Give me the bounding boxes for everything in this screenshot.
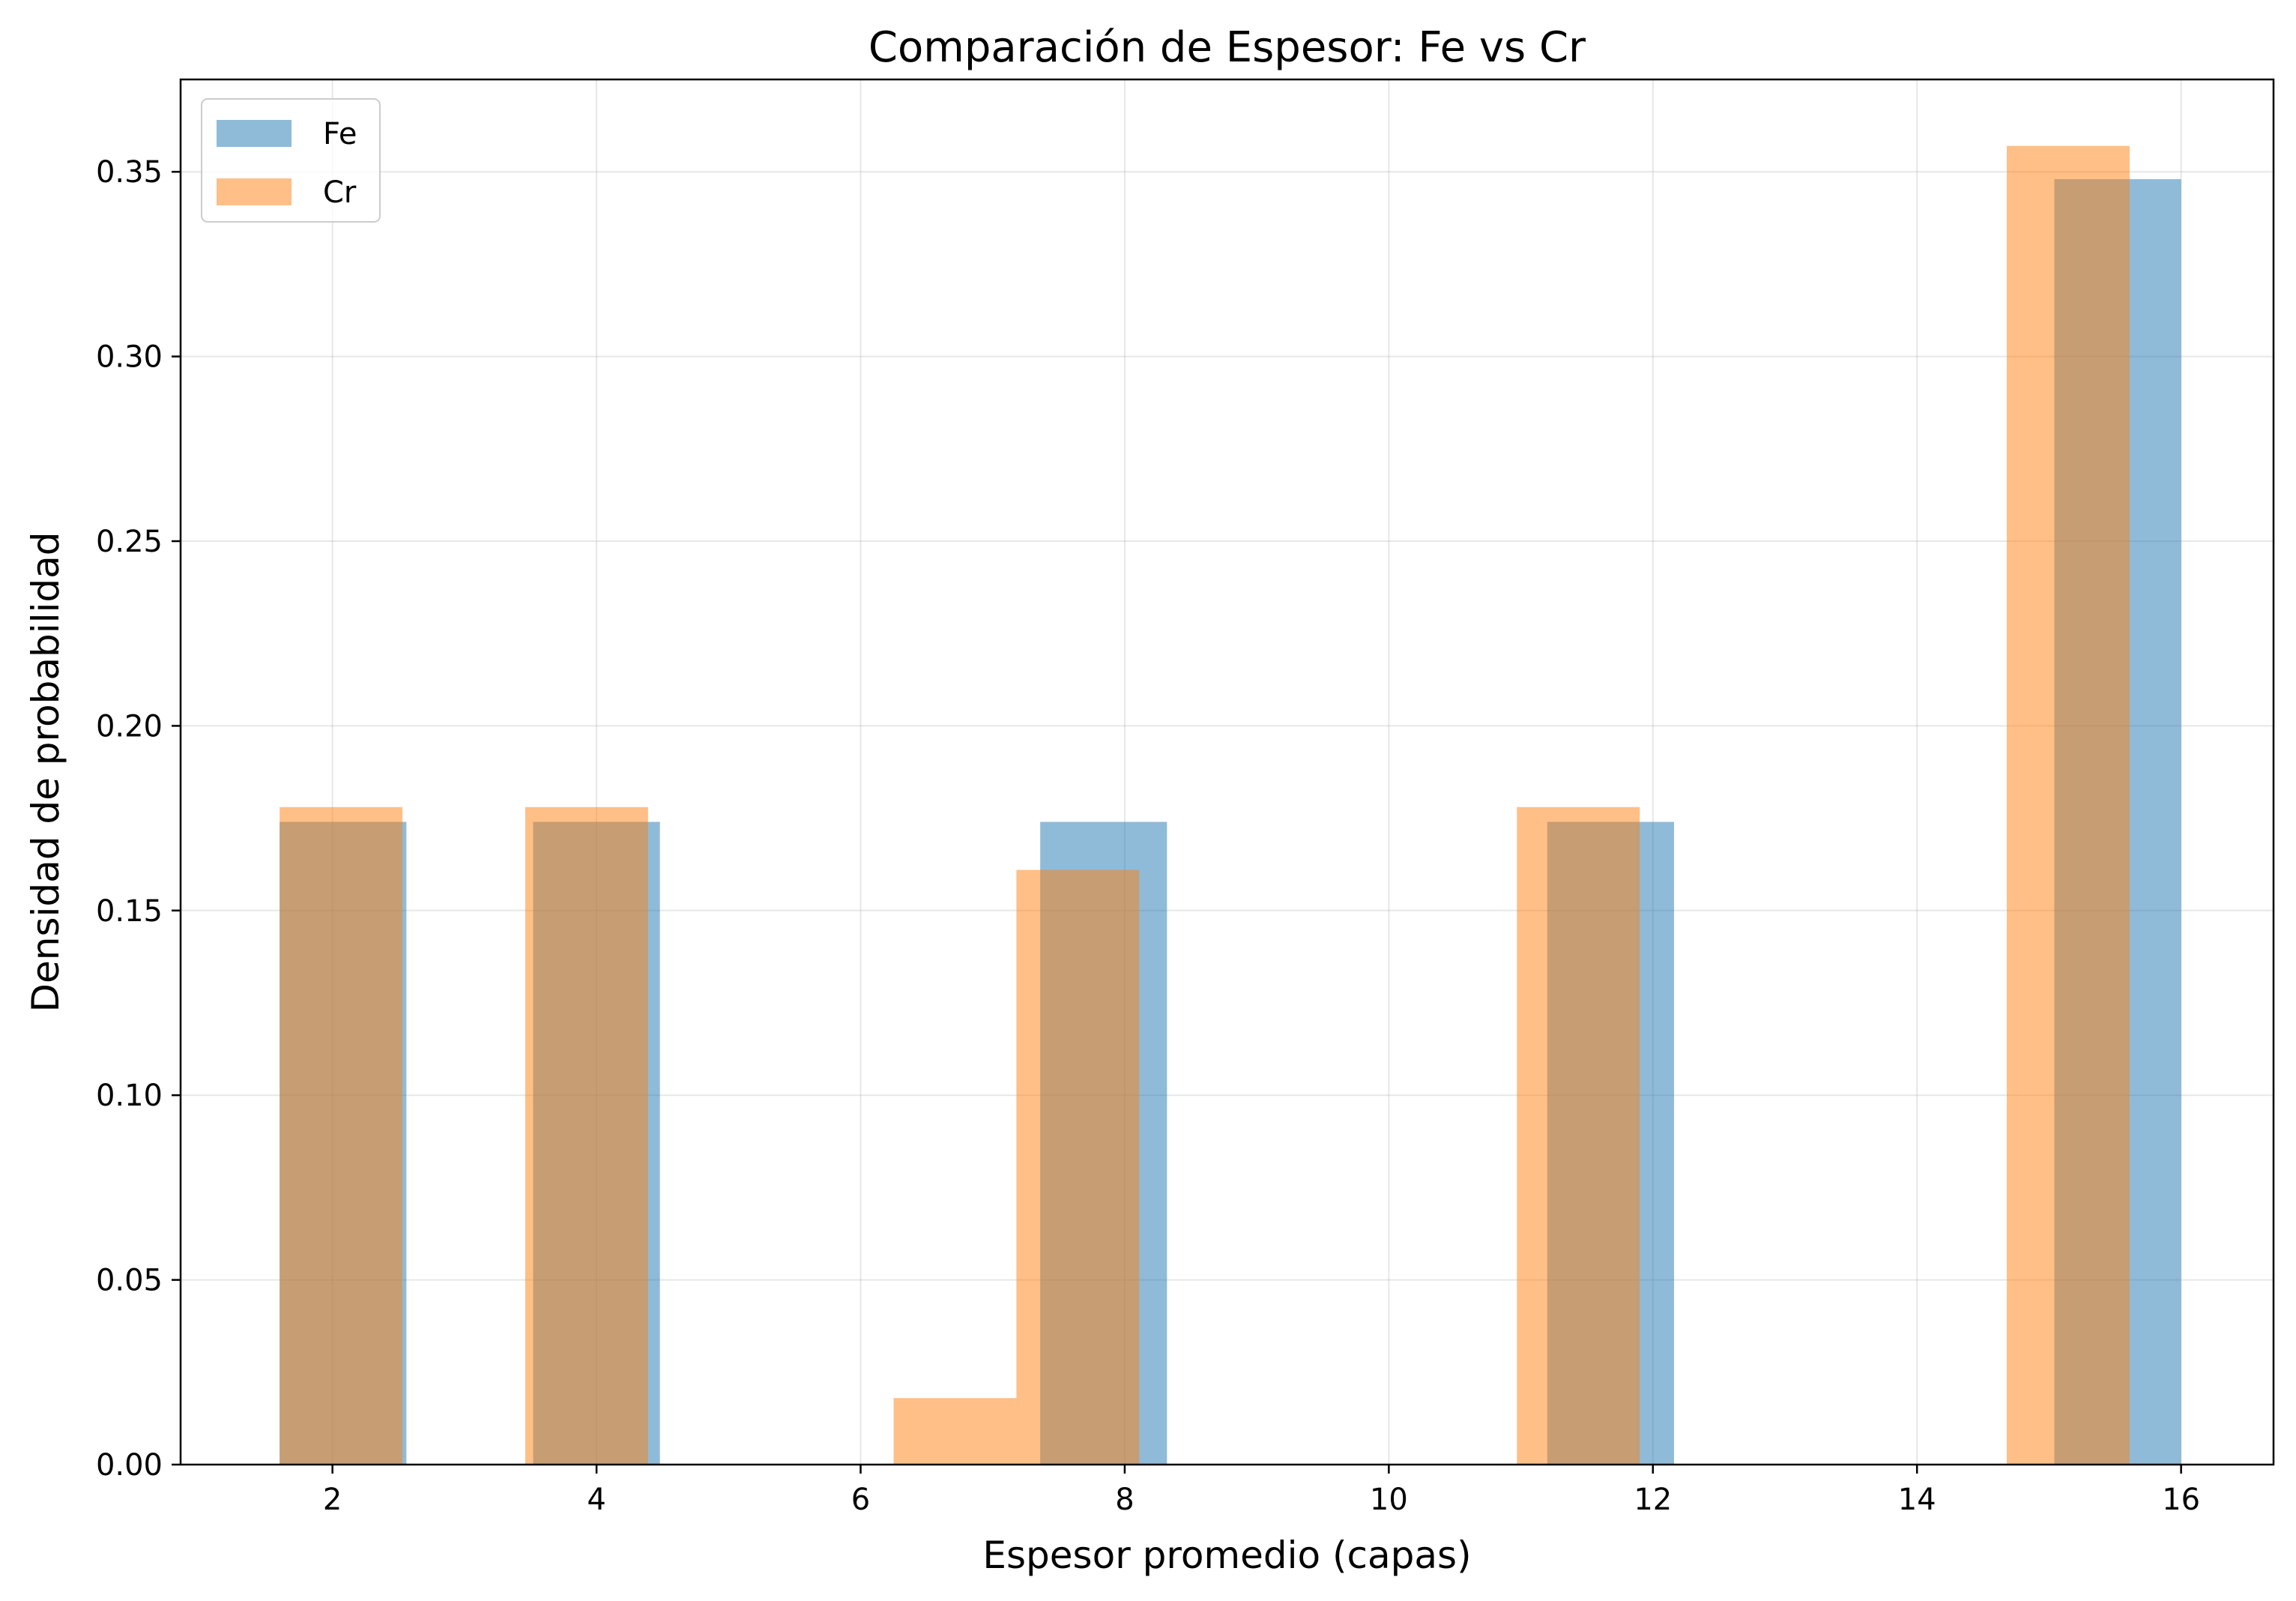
x-tick-label: 6 — [851, 1483, 870, 1517]
y-tick-label: 0.25 — [96, 525, 163, 559]
legend-label-cr: Cr — [323, 175, 357, 210]
x-axis-label: Espesor promedio (capas) — [982, 1534, 1471, 1577]
y-tick-label: 0.00 — [96, 1448, 163, 1483]
legend-label-fe: Fe — [323, 117, 357, 151]
y-tick-label: 0.20 — [96, 709, 163, 744]
y-tick-label: 0.30 — [96, 340, 163, 375]
bar-cr — [280, 806, 403, 1465]
bar-cr — [1517, 806, 1640, 1465]
bar-cr — [893, 1398, 1017, 1465]
x-tick-label: 8 — [1115, 1483, 1134, 1517]
y-tick-label: 0.10 — [96, 1079, 163, 1113]
x-tick-label: 10 — [1370, 1483, 1408, 1517]
bar-cr — [2007, 145, 2130, 1465]
plot-area-frame — [179, 78, 2275, 1466]
y-tick-label: 0.15 — [96, 894, 163, 929]
y-axis-label: Densidad de probabilidad — [24, 532, 67, 1013]
y-tick-label: 0.05 — [96, 1264, 163, 1298]
y-tick-label: 0.35 — [96, 155, 163, 190]
x-tick-label: 14 — [1898, 1483, 1936, 1517]
legend: Fe Cr — [201, 98, 381, 223]
x-tick-label: 12 — [1634, 1483, 1672, 1517]
legend-swatch-fe — [217, 120, 291, 147]
x-tick-label: 4 — [587, 1483, 605, 1517]
axis-ticks: 2 4 6 8 10 12 14 16 0.00 0.05 0.10 0.15 0.20 0.25 0.30… — [96, 155, 2200, 1517]
chart-title: Comparación de Espesor: Fe vs Cr — [868, 23, 1586, 72]
bar-cr — [1016, 869, 1140, 1465]
histogram-bars — [280, 145, 2181, 1465]
x-tick-label: 2 — [323, 1483, 342, 1517]
bar-cr — [525, 806, 648, 1465]
x-tick-label: 16 — [2162, 1483, 2200, 1517]
legend-swatch-cr — [217, 178, 291, 205]
